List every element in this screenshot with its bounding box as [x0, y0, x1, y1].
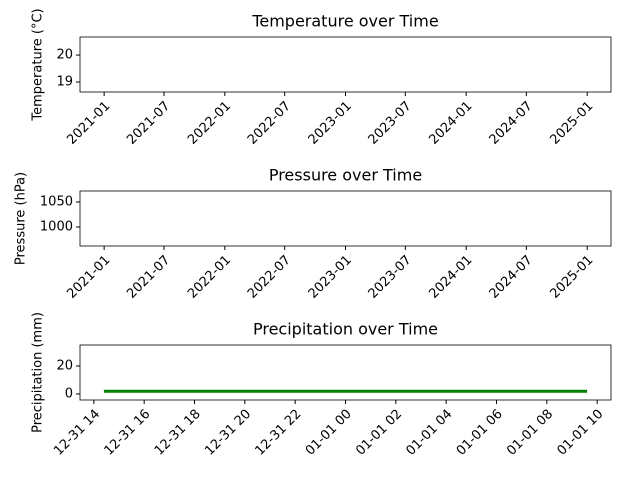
y-tick-label: 1000 [40, 220, 73, 235]
x-tick-label: 2024-01 [426, 253, 475, 302]
x-tick-label: 2024-01 [426, 99, 475, 148]
x-tick-label: 2022-07 [245, 99, 294, 148]
plot-frame [79, 344, 612, 401]
x-tick-label: 01-01 04 [404, 407, 456, 459]
x-tick-label: 01-01 08 [504, 407, 556, 459]
x-tick-label: 2021-07 [124, 99, 173, 148]
y-axis-label: Pressure (hPa) [14, 172, 29, 265]
plot-frame [79, 190, 612, 247]
chart-title: Temperature over Time [251, 12, 438, 31]
chart-title: Precipitation over Time [253, 320, 438, 339]
x-tick-label: 12-31 14 [51, 407, 103, 459]
x-tick-label: 01-01 02 [353, 407, 405, 459]
x-tick-label: 2021-07 [124, 253, 173, 302]
x-tick-label: 2022-07 [245, 253, 294, 302]
x-tick-label: 01-01 06 [454, 407, 506, 459]
x-tick-label: 2024-07 [487, 99, 536, 148]
x-tick-label: 2023-01 [306, 253, 355, 302]
x-tick-label: 2023-07 [366, 99, 415, 148]
x-tick-label: 2021-01 [64, 253, 113, 302]
x-tick-label: 2025-01 [547, 99, 596, 148]
x-tick-label: 12-31 16 [102, 407, 154, 459]
x-tick-label: 2023-07 [366, 253, 415, 302]
chart-title: Pressure over Time [269, 166, 422, 185]
y-tick-label: 20 [56, 48, 73, 63]
x-tick-label: 2022-01 [185, 253, 234, 302]
x-tick-label: 01-01 10 [555, 407, 607, 459]
y-axis-label: Precipitation (mm) [31, 312, 46, 433]
y-tick-label: 20 [56, 358, 73, 373]
y-axis-label: Temperature (°C) [31, 8, 46, 121]
x-tick-label: 2023-01 [306, 99, 355, 148]
y-tick-label: 1050 [40, 195, 73, 210]
x-tick-label: 12-31 22 [253, 407, 305, 459]
plot-frame [79, 36, 612, 93]
x-tick-label: 2022-01 [185, 99, 234, 148]
x-tick-label: 2025-01 [547, 253, 596, 302]
x-tick-label: 2024-07 [487, 253, 536, 302]
x-tick-label: 12-31 18 [152, 407, 204, 459]
y-tick-label: 19 [56, 75, 73, 90]
x-tick-label: 01-01 00 [303, 407, 355, 459]
x-tick-label: 2021-01 [64, 99, 113, 148]
x-tick-label: 12-31 20 [202, 407, 254, 459]
y-tick-label: 0 [65, 386, 73, 401]
